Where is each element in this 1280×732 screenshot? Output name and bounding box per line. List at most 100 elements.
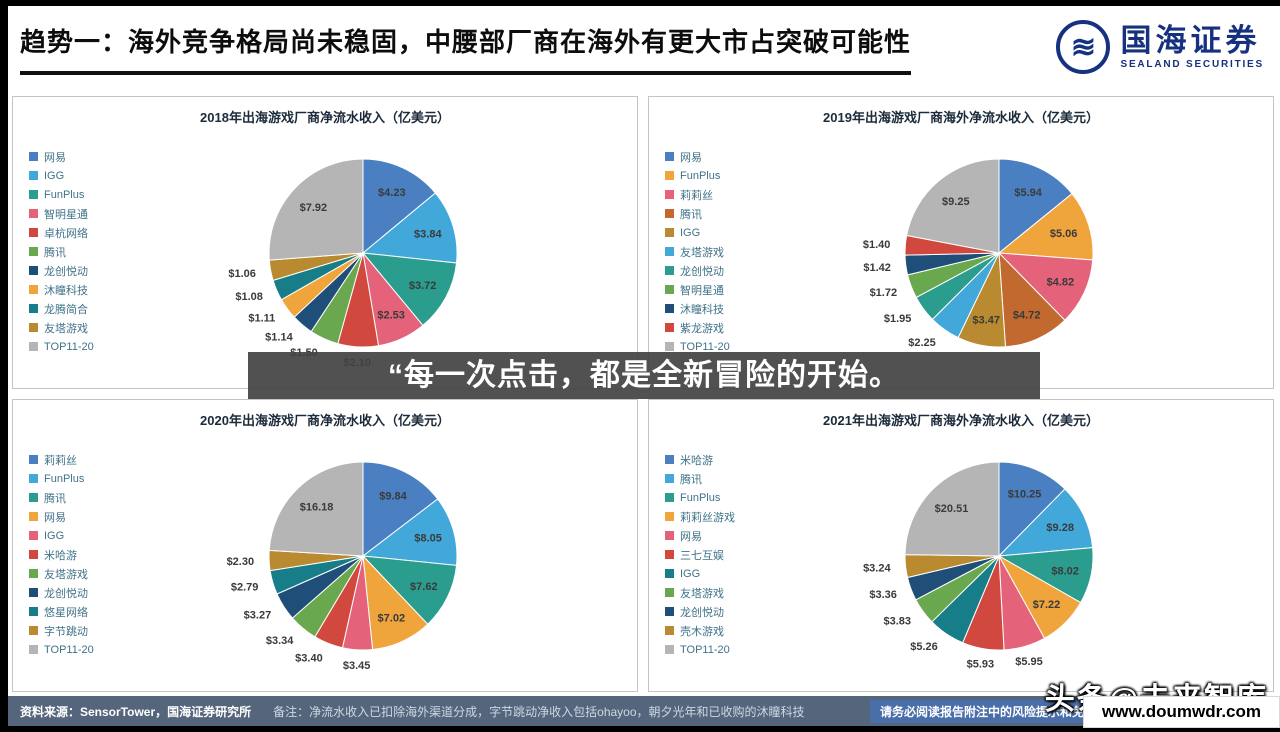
- legend-swatch: [29, 550, 38, 559]
- legend-item: 腾讯: [29, 488, 94, 507]
- legend-label: 卓杭网络: [44, 227, 88, 240]
- legend-item: 龙创悦动: [29, 261, 94, 280]
- legend-swatch: [29, 247, 38, 256]
- slice-value-label: $2.25: [908, 337, 936, 349]
- legend-swatch: [29, 588, 38, 597]
- legend-item: FunPlus: [29, 469, 94, 488]
- legend-label: IGG: [680, 226, 701, 239]
- slice-value-label: $3.36: [869, 589, 897, 601]
- legend-item: 龙创悦动: [665, 602, 735, 621]
- legend-label: 龙腾简合: [44, 303, 88, 316]
- sealand-wave-logo-icon: [1056, 20, 1111, 74]
- pie-slice: [268, 461, 364, 557]
- chart-title: 2021年出海游戏厂商海外净流水收入（亿美元）: [823, 413, 1099, 428]
- legend-swatch: [29, 626, 38, 635]
- legend-label: 腾讯: [44, 246, 66, 259]
- chart-legend: 网易 IGG FunPlus 智明星通 卓杭网络 腾讯 龙创悦动 沐瞳科技 龙腾简合 友塔游戏 TO…: [29, 147, 94, 356]
- legend-swatch: [665, 531, 674, 540]
- pie-slice: [998, 158, 1073, 255]
- slice-value-label: $8.05: [414, 533, 442, 545]
- legend-swatch: [665, 190, 674, 199]
- legend-item: TOP11-20: [665, 640, 735, 659]
- legend-item: TOP11-20: [665, 337, 730, 356]
- pie-slice: [361, 498, 458, 566]
- legend-label: 龙创悦动: [44, 265, 88, 278]
- legend-item: 悠星网络: [29, 602, 94, 621]
- legend-label: 悠星网络: [44, 606, 88, 619]
- slice-value-label: $1.08: [235, 291, 263, 303]
- legend-label: 莉莉丝游戏: [680, 511, 735, 524]
- legend-item: TOP11-20: [29, 337, 94, 356]
- slice-value-label: $3.27: [244, 610, 272, 622]
- legend-label: 龙创悦动: [680, 265, 724, 278]
- legend-item: 网易: [665, 147, 730, 166]
- legend-label: TOP11-20: [44, 340, 94, 353]
- legend-item: 网易: [29, 147, 94, 166]
- legend-label: IGG: [44, 169, 65, 182]
- legend-label: 友塔游戏: [680, 246, 724, 259]
- legend-swatch: [665, 209, 674, 218]
- chart-title: 2019年出海游戏厂商海外净流水收入（亿美元）: [823, 110, 1099, 125]
- legend-label: 龙创悦动: [44, 587, 88, 600]
- legend-item: FunPlus: [29, 185, 94, 204]
- pie-slice: [361, 555, 458, 625]
- legend-swatch: [665, 171, 674, 180]
- brand-text: 国海证券 SEALAND SECURITIES: [1120, 24, 1264, 70]
- chart-legend: 网易 FunPlus 莉莉丝 腾讯 IGG 友塔游戏 龙创悦动 智明星通 沐瞳科技 紫龙游戏 TOP…: [665, 147, 730, 356]
- slice-value-label: $7.92: [300, 202, 328, 214]
- slice-value-label: $4.72: [1013, 310, 1041, 322]
- pie-slice: [361, 252, 458, 327]
- legend-swatch: [665, 152, 674, 161]
- legend-swatch: [29, 323, 38, 332]
- legend-item: 三七互娱: [665, 545, 735, 564]
- disclaimer-text: 请务必阅读报告附注中的风险提示和免责声明: [869, 699, 1130, 723]
- legend-label: 莉莉丝: [44, 454, 77, 467]
- legend-swatch: [29, 304, 38, 313]
- slice-value-label: $3.84: [414, 229, 442, 241]
- legend-label: 智明星通: [680, 284, 724, 297]
- legend-item: 沐瞳科技: [29, 280, 94, 299]
- slice-value-label: $9.28: [1046, 522, 1074, 534]
- legend-swatch: [29, 645, 38, 654]
- slice-value-label: $3.24: [863, 563, 891, 575]
- legend-swatch: [29, 190, 38, 199]
- chart-legend: 米哈游 腾讯 FunPlus 莉莉丝游戏 网易 三七互娱 IGG 友塔游戏 龙创悦动 壳木游戏 TO…: [665, 450, 735, 659]
- legend-swatch: [665, 455, 674, 464]
- legend-item: 米哈游: [665, 450, 735, 469]
- legend-label: FunPlus: [44, 188, 85, 201]
- slice-value-label: $3.34: [266, 635, 294, 647]
- legend-swatch: [29, 228, 38, 237]
- legend-swatch: [665, 588, 674, 597]
- legend-swatch: [665, 228, 674, 237]
- slice-value-label: $3.40: [295, 652, 323, 664]
- slice-value-label: $5.26: [910, 641, 938, 653]
- chart-panel-2021: 2021年出海游戏厂商海外净流水收入（亿美元） 米哈游 腾讯 FunPlus 莉莉丝游…: [648, 399, 1274, 692]
- pie-slice: [904, 461, 1000, 557]
- slice-value-label: $4.82: [1047, 277, 1075, 289]
- legend-swatch: [665, 474, 674, 483]
- legend-label: 三七互娱: [680, 549, 724, 562]
- legend-label: 腾讯: [44, 492, 66, 505]
- brand-subtitle: SEALAND SECURITIES: [1120, 58, 1264, 70]
- slice-value-label: $9.84: [379, 490, 407, 502]
- pie-slice: [997, 252, 1094, 321]
- legend-label: 网易: [680, 530, 702, 543]
- legend-label: 网易: [680, 151, 702, 164]
- legend-swatch: [665, 323, 674, 332]
- legend-item: 腾讯: [29, 242, 94, 261]
- legend-item: 智明星通: [665, 280, 730, 299]
- chart-title: 2020年出海游戏厂商净流水收入（亿美元）: [200, 413, 450, 428]
- charts-grid: 2018年出海游戏厂商净流水收入（亿美元） 网易 IGG FunPlus 智明星通 卓杭…: [12, 96, 1274, 692]
- slice-value-label: $3.83: [883, 615, 911, 627]
- legend-item: TOP11-20: [29, 640, 94, 659]
- slice-value-label: $1.42: [863, 262, 891, 274]
- legend-label: 龙创悦动: [680, 606, 724, 619]
- legend-label: 友塔游戏: [44, 568, 88, 581]
- legend-item: 网易: [29, 507, 94, 526]
- legend-item: 龙创悦动: [665, 261, 730, 280]
- legend-label: 米哈游: [44, 549, 77, 562]
- slice-value-label: $16.18: [300, 502, 334, 514]
- slice-value-label: $1.06: [228, 268, 256, 280]
- pie-slice: [906, 158, 1000, 254]
- legend-swatch: [29, 455, 38, 464]
